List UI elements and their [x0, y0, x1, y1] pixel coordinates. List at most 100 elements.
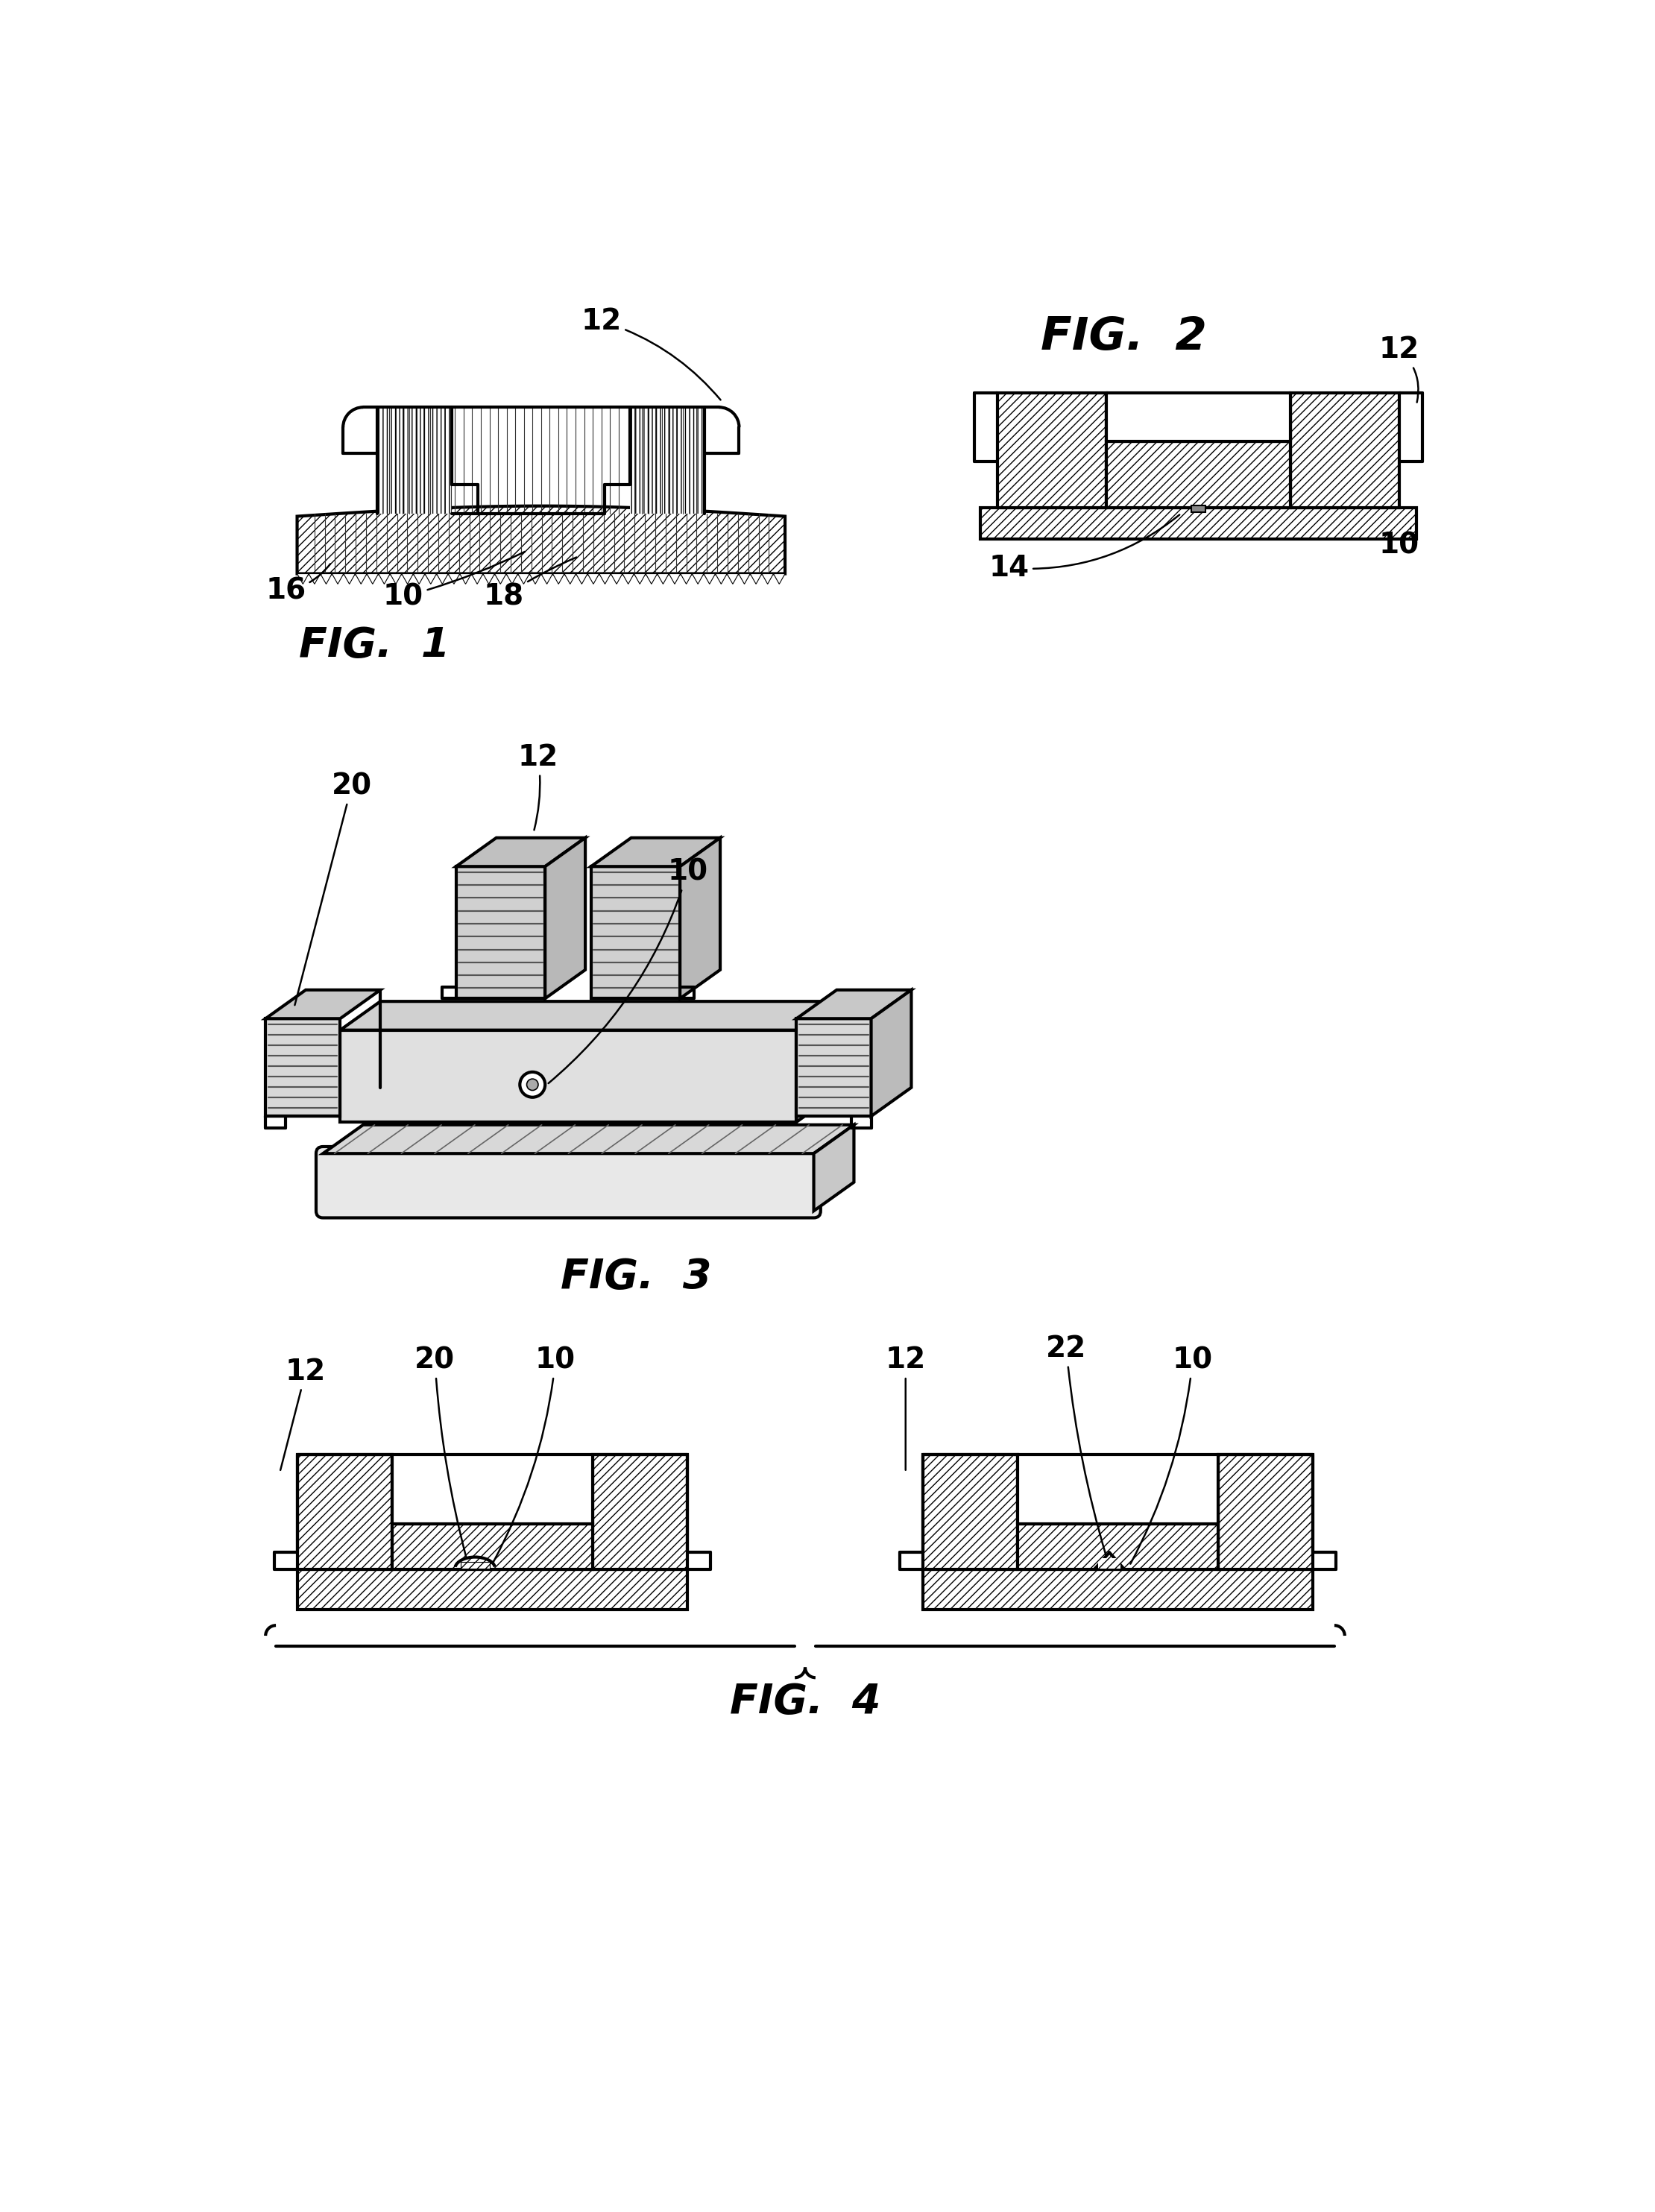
Polygon shape	[599, 573, 611, 584]
Polygon shape	[576, 573, 588, 584]
Text: 22: 22	[1046, 1334, 1106, 1555]
Text: 10: 10	[493, 1347, 576, 1562]
Text: 12: 12	[581, 307, 720, 400]
Polygon shape	[998, 394, 1107, 509]
Text: 10: 10	[548, 858, 708, 1084]
Text: FIG.  1: FIG. 1	[300, 626, 450, 666]
Polygon shape	[680, 573, 692, 584]
Polygon shape	[553, 573, 564, 584]
Polygon shape	[298, 507, 784, 573]
Polygon shape	[495, 573, 506, 584]
Polygon shape	[1291, 394, 1398, 509]
Bar	[1107, 394, 1291, 442]
Bar	[460, 1562, 490, 1568]
Bar	[392, 1524, 592, 1571]
Polygon shape	[298, 573, 309, 584]
Bar	[1018, 1455, 1218, 1524]
Polygon shape	[796, 991, 912, 1018]
Polygon shape	[588, 573, 599, 584]
Polygon shape	[530, 573, 541, 584]
Polygon shape	[379, 573, 391, 584]
Polygon shape	[715, 573, 727, 584]
Polygon shape	[622, 573, 634, 584]
Polygon shape	[657, 573, 669, 584]
Polygon shape	[457, 867, 544, 998]
Polygon shape	[356, 573, 367, 584]
Polygon shape	[341, 1031, 796, 1121]
Text: 18: 18	[483, 557, 576, 611]
Polygon shape	[1107, 442, 1291, 509]
Text: 10: 10	[384, 551, 525, 611]
Polygon shape	[483, 573, 495, 584]
Bar	[1107, 394, 1195, 442]
Polygon shape	[323, 1126, 854, 1152]
Polygon shape	[333, 573, 344, 584]
Text: FIG.  3: FIG. 3	[561, 1256, 712, 1296]
Text: FIG.  4: FIG. 4	[730, 1681, 880, 1721]
Polygon shape	[457, 838, 586, 867]
Polygon shape	[414, 573, 425, 584]
Circle shape	[520, 1073, 544, 1097]
Bar	[1018, 1524, 1218, 1571]
Polygon shape	[669, 573, 680, 584]
Polygon shape	[460, 573, 472, 584]
Polygon shape	[344, 573, 356, 584]
Polygon shape	[591, 867, 680, 998]
Polygon shape	[265, 1018, 341, 1117]
Polygon shape	[309, 573, 321, 584]
Polygon shape	[796, 1002, 837, 1121]
Bar	[1097, 1557, 1120, 1568]
Polygon shape	[391, 573, 402, 584]
Bar	[392, 1455, 592, 1524]
Circle shape	[526, 1079, 538, 1091]
Bar	[1192, 504, 1205, 513]
Text: 12: 12	[885, 1347, 925, 1471]
Polygon shape	[645, 573, 657, 584]
Polygon shape	[591, 838, 720, 867]
Polygon shape	[506, 573, 518, 584]
Text: 12: 12	[518, 743, 558, 830]
Polygon shape	[402, 573, 414, 584]
Polygon shape	[564, 573, 576, 584]
Bar	[298, 1455, 392, 1571]
Polygon shape	[814, 1126, 854, 1210]
Polygon shape	[761, 573, 773, 584]
Bar	[631, 407, 705, 513]
Polygon shape	[727, 573, 738, 584]
Polygon shape	[544, 838, 586, 998]
Polygon shape	[367, 573, 379, 584]
Polygon shape	[750, 573, 761, 584]
Polygon shape	[680, 838, 720, 998]
Bar	[592, 1455, 687, 1571]
Text: 10: 10	[1130, 1347, 1213, 1564]
Polygon shape	[518, 573, 530, 584]
Polygon shape	[738, 573, 750, 584]
Polygon shape	[611, 573, 622, 584]
Text: FIG.  2: FIG. 2	[1041, 316, 1206, 358]
Polygon shape	[634, 573, 645, 584]
Polygon shape	[341, 1002, 837, 1031]
FancyBboxPatch shape	[316, 1146, 821, 1219]
Polygon shape	[425, 573, 437, 584]
Bar	[1218, 1455, 1312, 1571]
Bar	[923, 1571, 1312, 1610]
Polygon shape	[871, 991, 912, 1117]
Text: 14: 14	[988, 515, 1180, 582]
Text: 16: 16	[265, 564, 331, 606]
Text: 20: 20	[415, 1347, 467, 1557]
Polygon shape	[703, 573, 715, 584]
Polygon shape	[449, 573, 460, 584]
Polygon shape	[692, 573, 703, 584]
Polygon shape	[796, 1018, 871, 1117]
Polygon shape	[541, 573, 553, 584]
Text: 20: 20	[295, 772, 372, 1004]
Text: 10: 10	[1379, 529, 1420, 560]
Polygon shape	[265, 991, 381, 1018]
Text: 12: 12	[280, 1358, 326, 1471]
Polygon shape	[773, 573, 784, 584]
Polygon shape	[980, 509, 1417, 540]
Bar	[377, 407, 452, 513]
Polygon shape	[437, 573, 449, 584]
Text: 12: 12	[1379, 336, 1420, 403]
Polygon shape	[472, 573, 483, 584]
